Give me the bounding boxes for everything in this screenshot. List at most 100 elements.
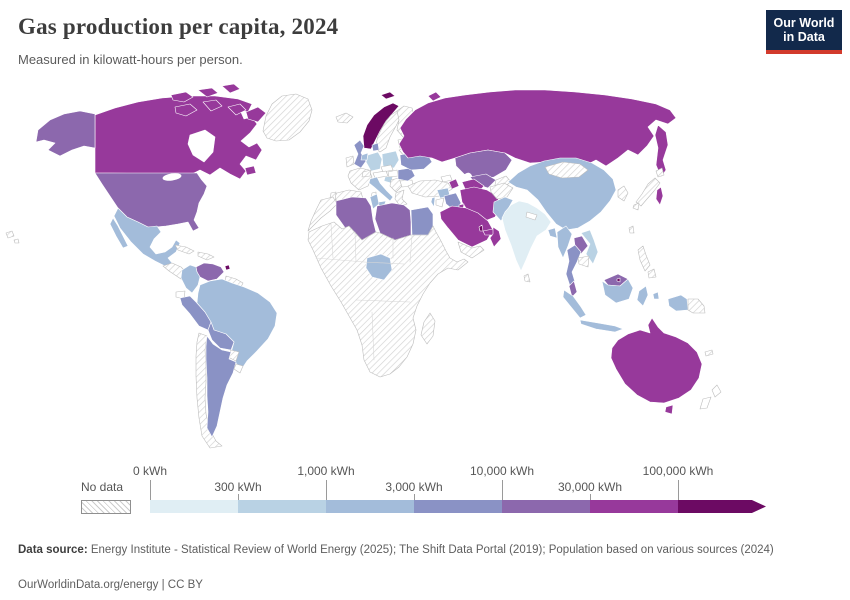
country-new-zealand-north[interactable] — [711, 384, 722, 398]
country-netherlands[interactable] — [360, 152, 369, 161]
legend-bin-5[interactable] — [502, 500, 590, 513]
country-svalbard[interactable] — [380, 91, 396, 100]
legend-no-data-swatch[interactable] — [81, 500, 131, 514]
country-japan-hokkaido[interactable] — [655, 167, 665, 178]
country-china[interactable] — [507, 157, 617, 231]
country-denmark[interactable] — [371, 142, 380, 152]
country-hawaii-2[interactable] — [13, 238, 20, 244]
country-ireland[interactable] — [345, 155, 355, 168]
country-indonesia-kalimantan[interactable] — [601, 278, 634, 304]
country-oman[interactable] — [489, 226, 502, 248]
map-legend: No data 0 kWh 300 kWh 1,000 kWh 3,000 kWh 10… — [0, 460, 850, 526]
country-cuba[interactable] — [174, 244, 195, 255]
country-kazakhstan[interactable] — [454, 149, 513, 181]
country-canada-baffin[interactable] — [245, 106, 267, 123]
country-mongolia[interactable] — [544, 161, 589, 179]
country-mexico-baja[interactable] — [109, 217, 129, 249]
country-indonesia-sulawesi[interactable] — [636, 285, 649, 307]
country-malaysia-peninsula[interactable] — [568, 280, 578, 298]
country-hungary[interactable] — [387, 169, 399, 178]
country-papua-new-guinea[interactable] — [687, 298, 706, 314]
country-canada-island-4[interactable] — [174, 103, 198, 117]
country-czechia[interactable] — [380, 164, 394, 173]
country-indonesia-papua[interactable] — [667, 294, 689, 312]
legend-bin-1[interactable] — [150, 500, 238, 513]
country-japan-kyushu[interactable] — [632, 202, 640, 211]
legend-tick-label: 3,000 kWh — [385, 480, 443, 494]
country-venezuela[interactable] — [195, 262, 225, 282]
country-israel[interactable] — [430, 196, 436, 208]
region-balkans[interactable] — [389, 177, 403, 193]
country-brazil[interactable] — [196, 278, 278, 371]
country-russia[interactable] — [398, 89, 677, 167]
country-yemen[interactable] — [457, 241, 485, 259]
country-chile[interactable] — [195, 332, 223, 449]
legend-bin-4[interactable] — [414, 500, 502, 513]
country-indonesia-java[interactable] — [579, 319, 624, 333]
country-nepal[interactable] — [525, 211, 538, 221]
country-korea[interactable] — [617, 185, 629, 202]
country-thailand[interactable] — [565, 244, 582, 287]
country-canada-newfoundland[interactable] — [244, 165, 257, 176]
country-mexico[interactable] — [113, 207, 181, 267]
country-georgia[interactable] — [440, 174, 453, 183]
country-bangladesh[interactable] — [547, 227, 558, 239]
region-hispaniola[interactable] — [197, 251, 215, 261]
country-azerbaijan[interactable] — [448, 178, 460, 190]
country-alaska[interactable] — [35, 110, 96, 157]
country-uruguay[interactable] — [233, 363, 244, 374]
country-new-zealand-south[interactable] — [699, 396, 712, 410]
country-argentina[interactable] — [205, 335, 237, 438]
country-trinidad[interactable] — [224, 264, 231, 271]
country-madagascar[interactable] — [420, 312, 436, 345]
country-morocco[interactable] — [307, 196, 338, 232]
country-nigeria[interactable] — [365, 253, 393, 281]
country-japan-honshu[interactable] — [635, 177, 661, 207]
country-india[interactable] — [501, 200, 552, 272]
country-sri-lanka[interactable] — [523, 273, 531, 283]
country-canada-island-6[interactable] — [227, 103, 247, 116]
country-laos[interactable] — [573, 235, 589, 255]
country-poland[interactable] — [381, 150, 400, 169]
country-canada-island-1[interactable] — [170, 91, 194, 103]
country-jordan[interactable] — [435, 197, 445, 208]
country-afghanistan[interactable] — [489, 182, 514, 200]
country-greece[interactable] — [394, 189, 408, 207]
country-australia[interactable] — [610, 317, 703, 404]
country-philippines-mindanao[interactable] — [647, 268, 657, 279]
legend-bin-3[interactable] — [326, 500, 414, 513]
country-hawaii-1[interactable] — [5, 230, 15, 239]
country-greenland[interactable] — [262, 93, 313, 142]
country-australia-tasmania[interactable] — [664, 404, 674, 415]
legend-bin-6[interactable] — [590, 500, 678, 513]
hudson-bay — [187, 129, 216, 163]
country-libya[interactable] — [374, 202, 412, 241]
country-canada-island-2[interactable] — [197, 87, 219, 98]
country-norway[interactable] — [362, 102, 400, 150]
country-cambodia[interactable] — [577, 255, 590, 268]
country-italy[interactable] — [368, 176, 394, 202]
legend-bin-2[interactable] — [238, 500, 326, 513]
country-philippines-luzon[interactable] — [637, 245, 651, 272]
country-myanmar[interactable] — [556, 225, 573, 259]
country-algeria[interactable] — [335, 196, 377, 241]
territory-new-caledonia[interactable] — [704, 349, 714, 357]
country-austria[interactable] — [372, 170, 389, 179]
country-canada-island-3[interactable] — [221, 83, 241, 94]
country-canada-island-5[interactable] — [202, 99, 223, 112]
owid-link[interactable]: OurWorldinData.org/energy | CC BY — [18, 578, 203, 591]
country-iceland[interactable] — [335, 112, 354, 124]
country-switzerland[interactable] — [361, 169, 372, 178]
country-taiwan[interactable] — [628, 225, 635, 234]
country-brunei[interactable] — [616, 277, 621, 283]
country-indonesia-halmahera[interactable] — [652, 291, 660, 300]
country-russia-sakhalin[interactable] — [655, 186, 664, 206]
country-russia-novaya-zemlya[interactable] — [427, 91, 442, 102]
legend-bin-7[interactable] — [678, 500, 766, 513]
country-colombia[interactable] — [180, 264, 201, 294]
country-indonesia-sumatra[interactable] — [562, 289, 587, 319]
country-vietnam[interactable] — [580, 229, 599, 265]
country-germany[interactable] — [365, 151, 383, 172]
country-tunisia[interactable] — [369, 193, 380, 210]
country-egypt[interactable] — [410, 206, 434, 236]
